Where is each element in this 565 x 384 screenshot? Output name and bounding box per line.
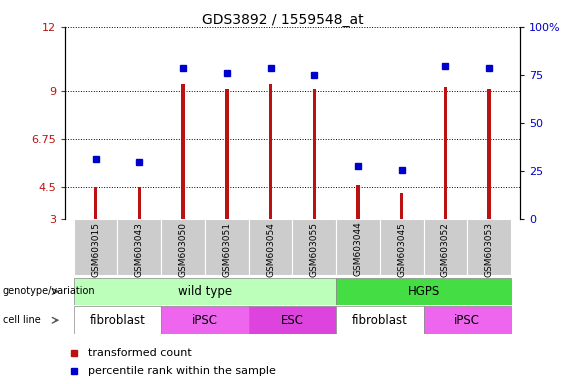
Text: fibroblast: fibroblast [352, 314, 408, 327]
Bar [118, 219, 161, 275]
Bar [336, 306, 424, 334]
Text: fibroblast: fibroblast [89, 314, 145, 327]
Bar [357, 185, 360, 219]
Bar [467, 219, 511, 275]
Bar [73, 219, 118, 275]
Text: GSM603015: GSM603015 [91, 222, 100, 276]
Text: cell line: cell line [3, 315, 41, 325]
Text: HGPS: HGPS [407, 285, 440, 298]
Bar [336, 278, 511, 305]
Bar [444, 87, 447, 219]
Text: GSM603054: GSM603054 [266, 222, 275, 276]
Bar [249, 219, 293, 275]
Text: GSM603044: GSM603044 [354, 222, 363, 276]
Bar [161, 306, 249, 334]
Text: GSM603053: GSM603053 [485, 222, 494, 276]
Bar [424, 219, 467, 275]
Text: GSM603045: GSM603045 [397, 222, 406, 276]
Bar [94, 187, 97, 219]
Bar [293, 219, 336, 275]
Bar [73, 306, 161, 334]
Text: GSM603051: GSM603051 [222, 222, 231, 276]
Bar [225, 89, 228, 219]
Bar [249, 306, 336, 334]
Text: transformed count: transformed count [88, 348, 192, 358]
Text: wild type: wild type [178, 285, 232, 298]
Bar [400, 193, 403, 219]
Bar [380, 219, 424, 275]
Bar [181, 84, 185, 219]
Text: GSM603055: GSM603055 [310, 222, 319, 276]
Text: ESC: ESC [281, 314, 304, 327]
Bar [312, 89, 316, 219]
Bar [424, 306, 511, 334]
Text: iPSC: iPSC [192, 314, 218, 327]
Bar [488, 89, 491, 219]
Bar [137, 187, 141, 219]
Bar [73, 278, 336, 305]
Bar [205, 219, 249, 275]
Bar [269, 84, 272, 219]
Bar [161, 219, 205, 275]
Bar [336, 219, 380, 275]
Text: genotype/variation: genotype/variation [3, 286, 95, 296]
Text: GDS3892 / 1559548_at: GDS3892 / 1559548_at [202, 13, 363, 27]
Text: iPSC: iPSC [454, 314, 480, 327]
Text: GSM603052: GSM603052 [441, 222, 450, 276]
Text: GSM603043: GSM603043 [135, 222, 144, 276]
Text: percentile rank within the sample: percentile rank within the sample [88, 366, 276, 376]
Text: GSM603050: GSM603050 [179, 222, 188, 276]
